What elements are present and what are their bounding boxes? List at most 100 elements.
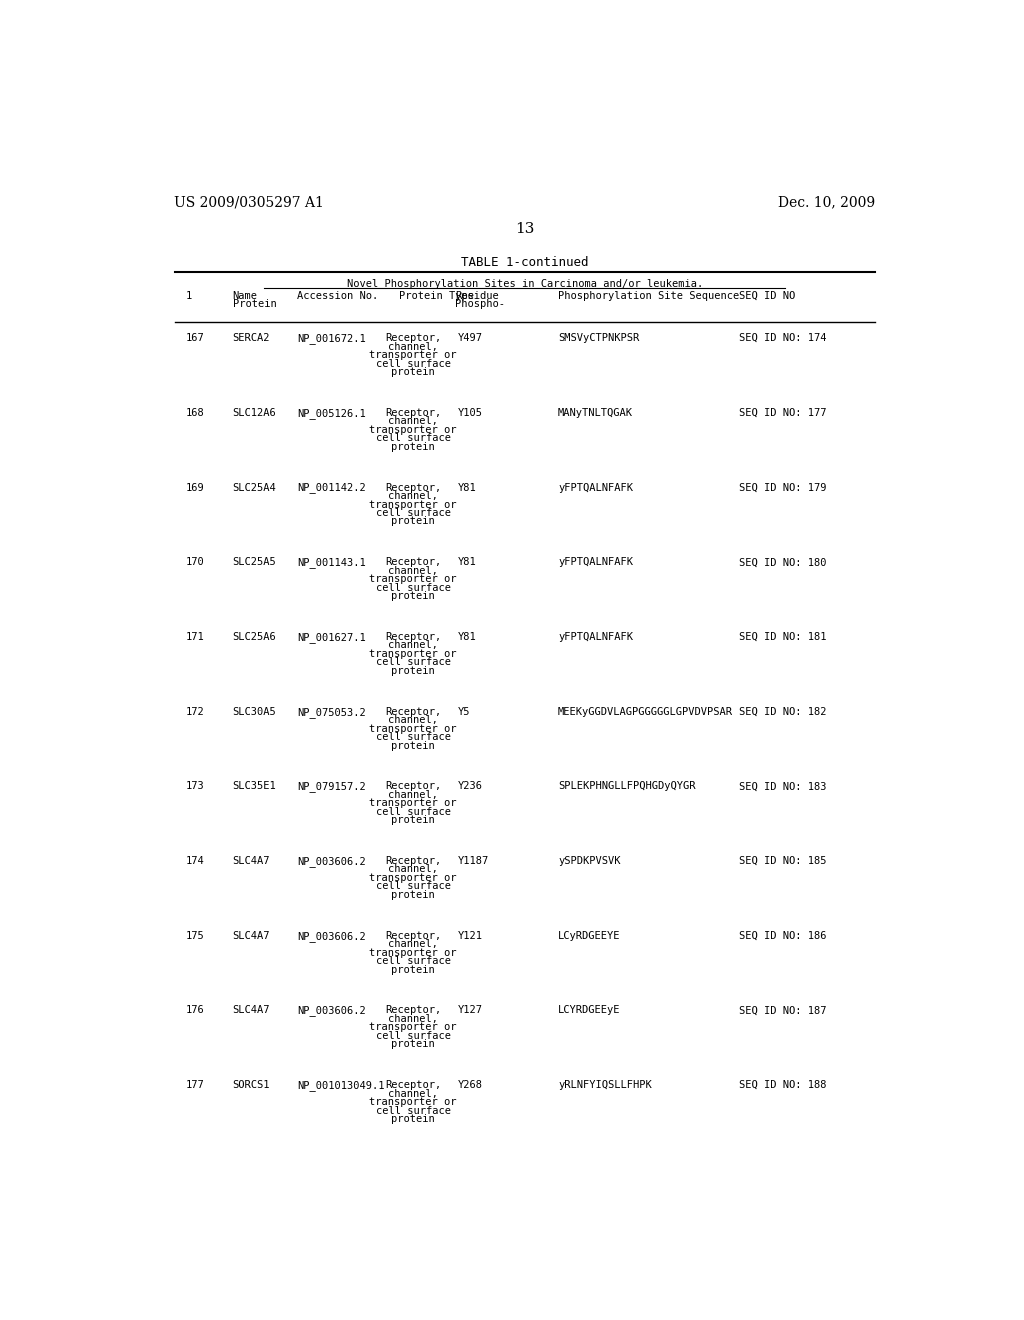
Text: transporter or: transporter or [370, 873, 457, 883]
Text: SLC25A4: SLC25A4 [232, 483, 276, 492]
Text: US 2009/0305297 A1: US 2009/0305297 A1 [174, 195, 325, 210]
Text: Receptor,: Receptor, [385, 1006, 441, 1015]
Text: SLC4A7: SLC4A7 [232, 1006, 270, 1015]
Text: SEQ ID NO: 183: SEQ ID NO: 183 [738, 781, 826, 791]
Text: cell surface: cell surface [376, 733, 451, 742]
Text: Y236: Y236 [458, 781, 482, 791]
Text: 176: 176 [186, 1006, 205, 1015]
Text: SLC35E1: SLC35E1 [232, 781, 276, 791]
Text: NP_003606.2: NP_003606.2 [297, 857, 366, 867]
Text: Y121: Y121 [458, 931, 482, 941]
Text: 168: 168 [186, 408, 205, 418]
Text: protein: protein [391, 591, 435, 601]
Text: NP_079157.2: NP_079157.2 [297, 781, 366, 792]
Text: NP_001672.1: NP_001672.1 [297, 333, 366, 345]
Text: yFPTQALNFAFK: yFPTQALNFAFK [558, 632, 633, 642]
Text: Receptor,: Receptor, [385, 632, 441, 642]
Text: NP_001143.1: NP_001143.1 [297, 557, 366, 568]
Text: SMSVyCTPNKPSR: SMSVyCTPNKPSR [558, 333, 639, 343]
Text: Phosphorylation Site Sequence: Phosphorylation Site Sequence [558, 290, 739, 301]
Text: NP_005126.1: NP_005126.1 [297, 408, 366, 418]
Text: transporter or: transporter or [370, 499, 457, 510]
Text: channel,: channel, [388, 342, 438, 351]
Text: Receptor,: Receptor, [385, 557, 441, 568]
Text: cell surface: cell surface [376, 359, 451, 368]
Text: channel,: channel, [388, 1014, 438, 1024]
Text: SEQ ID NO: 180: SEQ ID NO: 180 [738, 557, 826, 568]
Text: cell surface: cell surface [376, 882, 451, 891]
Text: transporter or: transporter or [370, 948, 457, 957]
Text: SLC12A6: SLC12A6 [232, 408, 276, 418]
Text: SEQ ID NO: 179: SEQ ID NO: 179 [738, 483, 826, 492]
Text: Residue: Residue [455, 290, 499, 301]
Text: yFPTQALNFAFK: yFPTQALNFAFK [558, 483, 633, 492]
Text: cell surface: cell surface [376, 508, 451, 517]
Text: Y1187: Y1187 [458, 857, 488, 866]
Text: Y105: Y105 [458, 408, 482, 418]
Text: channel,: channel, [388, 566, 438, 576]
Text: protein: protein [391, 816, 435, 825]
Text: SEQ ID NO: SEQ ID NO [738, 290, 795, 301]
Text: protein: protein [391, 741, 435, 751]
Text: Y81: Y81 [458, 483, 476, 492]
Text: SEQ ID NO: 188: SEQ ID NO: 188 [738, 1080, 826, 1090]
Text: transporter or: transporter or [370, 1097, 457, 1107]
Text: cell surface: cell surface [376, 956, 451, 966]
Text: TABLE 1-continued: TABLE 1-continued [461, 256, 589, 269]
Text: 169: 169 [186, 483, 205, 492]
Text: channel,: channel, [388, 865, 438, 874]
Text: 1: 1 [186, 290, 193, 301]
Text: Y268: Y268 [458, 1080, 482, 1090]
Text: SLC4A7: SLC4A7 [232, 857, 270, 866]
Text: SLC25A5: SLC25A5 [232, 557, 276, 568]
Text: SLC25A6: SLC25A6 [232, 632, 276, 642]
Text: NP_003606.2: NP_003606.2 [297, 931, 366, 941]
Text: cell surface: cell surface [376, 433, 451, 444]
Text: transporter or: transporter or [370, 723, 457, 734]
Text: cell surface: cell surface [376, 807, 451, 817]
Text: SEQ ID NO: 174: SEQ ID NO: 174 [738, 333, 826, 343]
Text: Receptor,: Receptor, [385, 483, 441, 492]
Text: Protein Type: Protein Type [399, 290, 474, 301]
Text: channel,: channel, [388, 491, 438, 502]
Text: protein: protein [391, 442, 435, 451]
Text: NP_003606.2: NP_003606.2 [297, 1006, 366, 1016]
Text: Dec. 10, 2009: Dec. 10, 2009 [778, 195, 876, 210]
Text: 174: 174 [186, 857, 205, 866]
Text: SERCA2: SERCA2 [232, 333, 270, 343]
Text: 172: 172 [186, 706, 205, 717]
Text: protein: protein [391, 665, 435, 676]
Text: Protein: Protein [232, 300, 276, 309]
Text: Name: Name [232, 290, 258, 301]
Text: 13: 13 [515, 222, 535, 235]
Text: 173: 173 [186, 781, 205, 791]
Text: protein: protein [391, 1114, 435, 1123]
Text: transporter or: transporter or [370, 649, 457, 659]
Text: Y81: Y81 [458, 632, 476, 642]
Text: channel,: channel, [388, 940, 438, 949]
Text: transporter or: transporter or [370, 574, 457, 585]
Text: protein: protein [391, 367, 435, 378]
Text: protein: protein [391, 516, 435, 527]
Text: transporter or: transporter or [370, 799, 457, 808]
Text: protein: protein [391, 890, 435, 900]
Text: cell surface: cell surface [376, 582, 451, 593]
Text: SEQ ID NO: 185: SEQ ID NO: 185 [738, 857, 826, 866]
Text: MANyTNLTQGAK: MANyTNLTQGAK [558, 408, 633, 418]
Text: channel,: channel, [388, 640, 438, 651]
Text: protein: protein [391, 965, 435, 974]
Text: Receptor,: Receptor, [385, 333, 441, 343]
Text: Phospho-: Phospho- [455, 300, 505, 309]
Text: ySPDKPVSVK: ySPDKPVSVK [558, 857, 621, 866]
Text: SLC30A5: SLC30A5 [232, 706, 276, 717]
Text: cell surface: cell surface [376, 657, 451, 668]
Text: LCyRDGEEYE: LCyRDGEEYE [558, 931, 621, 941]
Text: 177: 177 [186, 1080, 205, 1090]
Text: Receptor,: Receptor, [385, 857, 441, 866]
Text: protein: protein [391, 1039, 435, 1049]
Text: Receptor,: Receptor, [385, 931, 441, 941]
Text: channel,: channel, [388, 789, 438, 800]
Text: SEQ ID NO: 186: SEQ ID NO: 186 [738, 931, 826, 941]
Text: SPLEKPHNGLLFPQHGDyQYGR: SPLEKPHNGLLFPQHGDyQYGR [558, 781, 695, 791]
Text: LCYRDGEEyE: LCYRDGEEyE [558, 1006, 621, 1015]
